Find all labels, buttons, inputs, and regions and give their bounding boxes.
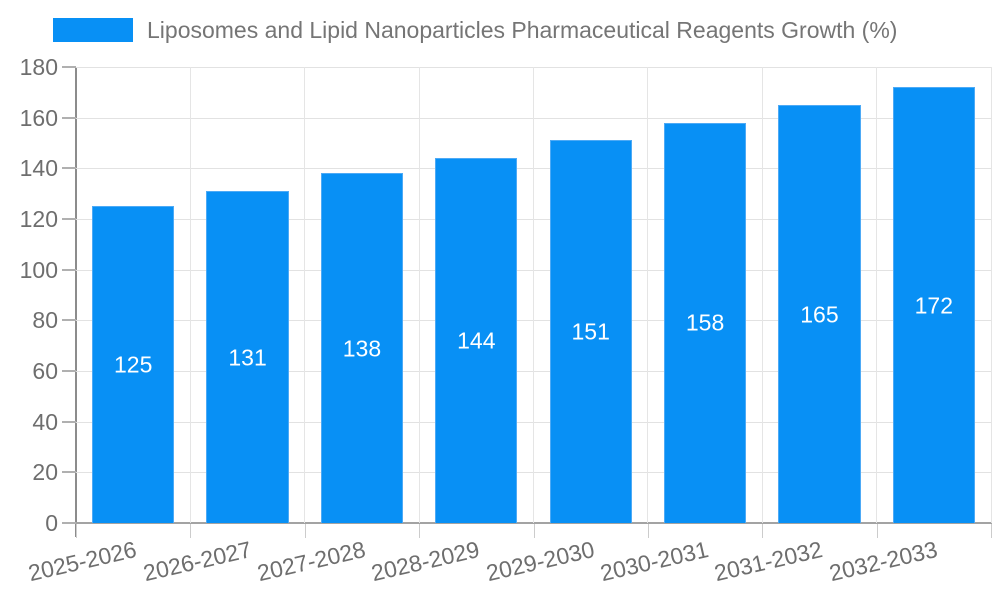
v-gridline xyxy=(304,67,306,523)
y-axis-tick xyxy=(62,420,76,423)
bar-value-label: 151 xyxy=(571,318,610,345)
x-axis-tick xyxy=(533,524,535,538)
bar-value-label: 165 xyxy=(800,301,839,327)
legend-label: Liposomes and Lipid Nanoparticles Pharma… xyxy=(147,16,898,43)
x-axis-tick-label: 2029-2030 xyxy=(483,536,597,587)
y-axis-tick xyxy=(62,167,76,170)
legend-swatch xyxy=(53,18,133,42)
bar[interactable]: 165 xyxy=(778,105,861,523)
y-axis-tick-label: 100 xyxy=(19,256,58,283)
y-axis-tick xyxy=(62,319,76,322)
v-gridline xyxy=(990,67,992,523)
bar-value-label: 125 xyxy=(113,351,153,378)
bar[interactable]: 125 xyxy=(92,206,175,523)
y-axis-tick xyxy=(62,66,76,68)
bar[interactable]: 158 xyxy=(663,122,747,523)
x-axis-tick xyxy=(991,524,992,538)
x-axis-tick xyxy=(647,524,649,538)
y-axis-tick-label: 140 xyxy=(19,155,58,182)
x-axis-tick-label: 2025-2026 xyxy=(26,536,140,587)
x-axis-tick xyxy=(304,524,306,538)
x-axis-tick-label: 2032-2033 xyxy=(826,536,940,587)
bar[interactable]: 151 xyxy=(549,140,632,523)
x-axis-tick-label: 2027-2028 xyxy=(254,536,368,587)
x-axis-tick xyxy=(419,524,421,538)
y-axis-tick xyxy=(62,370,76,372)
bar[interactable]: 144 xyxy=(435,158,518,523)
y-axis-tick-label: 160 xyxy=(19,104,58,131)
x-axis-tick-label: 2031-2032 xyxy=(712,536,826,587)
v-gridline xyxy=(761,67,763,523)
x-axis-tick xyxy=(762,524,764,538)
y-axis-tick xyxy=(62,268,76,271)
y-axis-tick-label: 20 xyxy=(32,459,58,486)
bar-value-label: 138 xyxy=(342,335,382,362)
y-axis-tick-label: 40 xyxy=(32,408,58,435)
y-axis-tick-label: 0 xyxy=(45,510,58,536)
x-axis-tick-label: 2026-2027 xyxy=(140,536,254,587)
v-gridline xyxy=(876,67,878,523)
bar[interactable]: 131 xyxy=(206,191,289,523)
x-axis-line xyxy=(76,522,992,524)
y-axis-tick-label: 180 xyxy=(19,54,58,80)
x-axis-tick xyxy=(876,524,878,538)
x-axis-tick-label: 2030-2031 xyxy=(597,536,711,587)
x-axis-tick xyxy=(76,524,77,538)
y-axis-tick xyxy=(62,522,76,524)
v-gridline xyxy=(418,67,420,523)
bar[interactable]: 138 xyxy=(320,173,404,523)
x-axis-tick-label: 2028-2029 xyxy=(369,536,483,587)
y-axis-tick-label: 80 xyxy=(32,307,58,334)
bar[interactable]: 172 xyxy=(892,87,975,523)
x-axis-tick xyxy=(190,524,192,538)
v-gridline xyxy=(533,67,534,523)
y-axis-tick xyxy=(62,218,76,220)
y-axis-line xyxy=(75,67,77,537)
v-gridline xyxy=(647,67,649,523)
bar-value-label: 144 xyxy=(457,327,496,354)
bar-value-label: 158 xyxy=(685,309,725,336)
y-axis-tick xyxy=(62,471,76,474)
bar-value-label: 131 xyxy=(228,344,267,371)
legend-item[interactable]: Liposomes and Lipid Nanoparticles Pharma… xyxy=(53,16,897,44)
bar-value-label: 172 xyxy=(914,292,953,319)
v-gridline xyxy=(189,67,191,523)
y-axis-tick xyxy=(62,116,76,119)
y-axis-tick-label: 60 xyxy=(32,358,58,384)
plot-area: 125 131 138 144 151 158 165 172 xyxy=(76,67,992,523)
y-axis-tick-label: 120 xyxy=(19,206,58,232)
